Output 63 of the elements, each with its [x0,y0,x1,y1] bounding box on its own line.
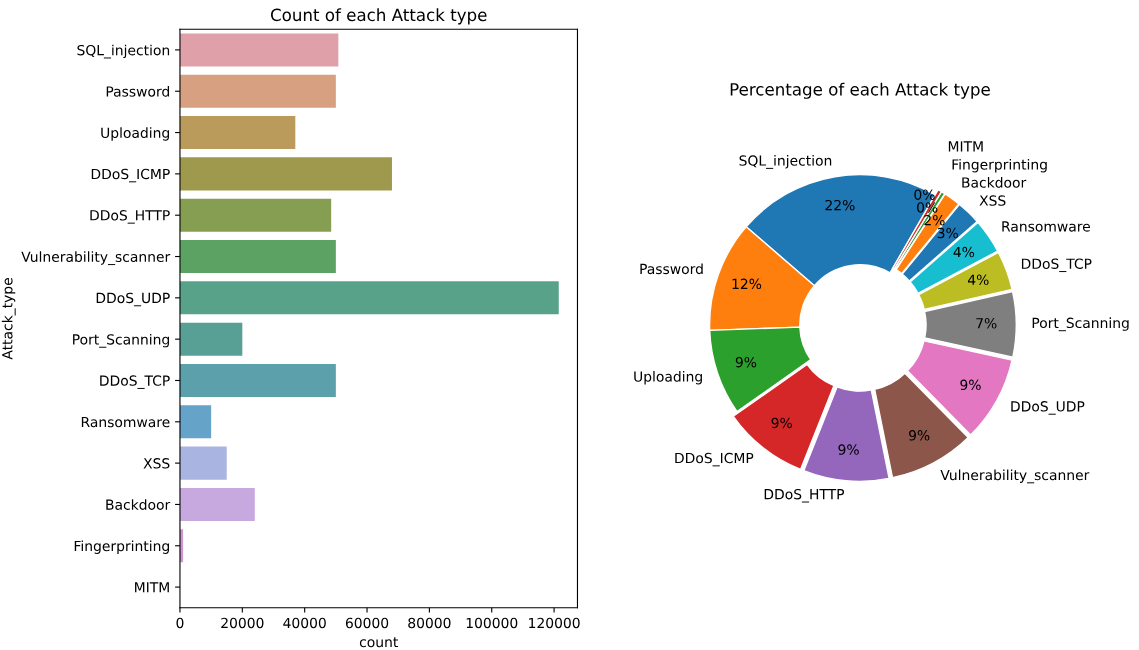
data-label: 9% [909,430,930,441]
slice-label: XSS [979,195,1006,206]
bar [179,322,243,356]
x-tick-label: 40000 [283,617,326,629]
slice-label: Vulnerability_scanner [940,469,1090,484]
y-tick-label: DDoS_TCP [100,375,170,389]
bar [179,405,212,439]
y-tick-label: Uploading [101,127,169,141]
data-label: 0% [917,202,938,213]
data-label: 12% [732,278,762,290]
x-axis-title: count [359,637,398,648]
slice-label: Port_Scanning [1032,317,1129,332]
data-label: 4% [967,274,989,286]
y-tick-label: Backdoor [106,499,171,510]
slice-label: DDoS_ICMP [675,452,754,467]
data-label: 7% [976,318,997,329]
bar [179,157,392,191]
y-tick-label: Vulnerability_scanner [21,251,171,266]
x-tick-label: 80000 [408,617,451,629]
bar [179,116,296,150]
y-tick-label: MITM [135,582,169,593]
x-tick-label: 60000 [345,617,389,629]
slice-label: MITM [948,141,983,152]
data-label: 9% [771,417,792,429]
data-label: 3% [937,227,958,239]
bar [179,363,336,398]
bar [179,198,332,232]
slice-label: Uploading [634,371,702,385]
slice-label: Ransomware [1002,221,1090,232]
slice-label: SQL_injection [739,155,832,169]
y-tick-label: DDoS_HTTP [90,210,170,224]
x-tick-label: 0 [176,617,184,629]
y-tick-label: XSS [143,458,170,469]
y-tick-label: DDoS_ICMP [91,168,170,183]
y-tick-label: Password [106,85,169,97]
y-tick-label: Fingerprinting [74,540,169,554]
bar [179,74,336,108]
x-tick-label: 120000 [529,617,580,629]
y-tick-label: Port_Scanning [73,333,169,348]
data-label: 9% [735,356,757,368]
y-tick-label: SQL_injection [77,44,170,59]
bar [179,33,339,67]
bar [179,446,227,480]
y-tick-label: Ransomware [81,416,170,428]
slice-label: DDoS_UDP [1011,401,1085,415]
slice-label: Password [640,263,703,275]
x-tick-label: 100000 [466,617,518,629]
slice-label: DDoS_HTTP [764,488,845,503]
y-tick-label: DDoS_UDP [96,292,170,307]
chart-title: Percentage of each Attack type [730,82,990,99]
data-label: 9% [838,444,859,455]
bar [179,281,559,315]
data-label: 4% [953,246,975,258]
bar [179,239,336,274]
data-label: 9% [960,379,981,391]
chart-title: Count of each Attack type [270,8,487,25]
slice-label: DDoS_TCP [1021,258,1092,273]
slice-label: Fingerprinting [952,158,1047,173]
bar [179,487,255,521]
slice-label: Backdoor [962,177,1027,188]
y-axis-title: Attack_type [1,278,16,360]
x-tick-label: 20000 [221,617,264,629]
data-label: 22% [825,199,855,211]
